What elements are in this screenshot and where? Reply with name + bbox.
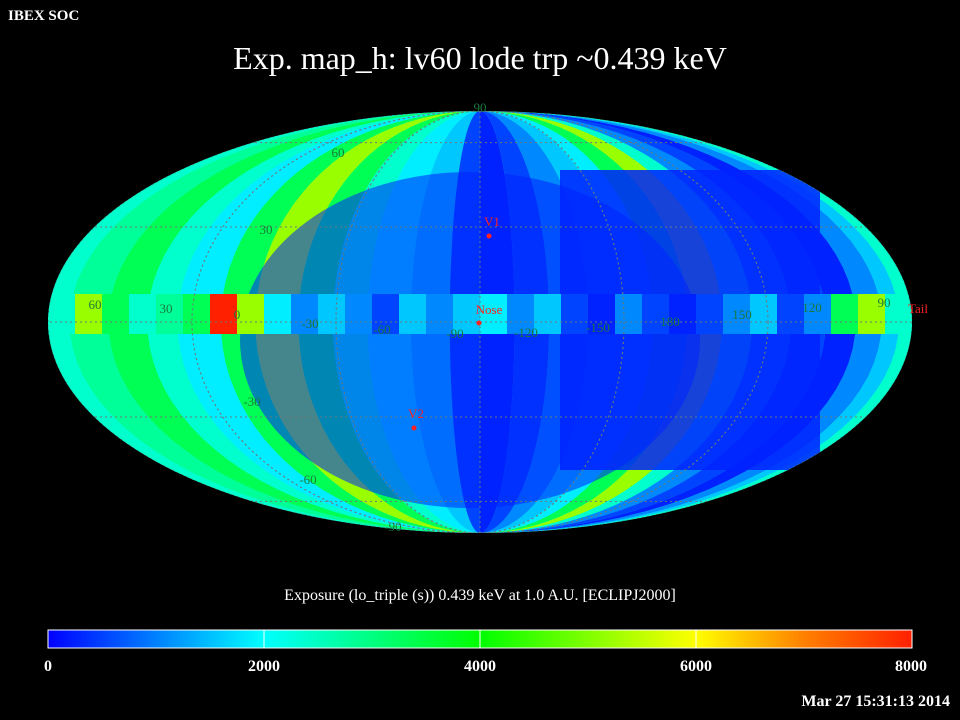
equator-cell-23 (669, 294, 697, 334)
lat-label: -30 (243, 394, 260, 409)
meridian-5 (191, 111, 769, 533)
lat-label: -60 (299, 472, 316, 487)
equator-cell-24 (696, 294, 724, 334)
equator-cell-31 (885, 294, 912, 334)
equator-cell-12 (372, 294, 400, 334)
marker-label-tail: Tail (908, 301, 928, 316)
lon-label: -120 (514, 325, 538, 340)
lon-label: 120 (802, 300, 822, 315)
colorbar-tick-marks (47, 630, 913, 648)
lat-label: 90 (474, 100, 487, 115)
marker-dot-v2 (411, 425, 417, 431)
equator-cell-1 (75, 294, 103, 334)
colorbar-tick-2000: 2000 (248, 658, 280, 675)
equator-cell-21 (615, 294, 643, 334)
equator-cell-8 (264, 294, 292, 334)
equator-cell-28 (804, 294, 832, 334)
colorbar-title: Exposure (lo_triple (s)) 0.439 keV at 1.… (284, 587, 676, 604)
timestamp: Mar 27 15:31:13 2014 (801, 693, 950, 710)
latitude-labels: 90 60 30 -30 -60 -90 (243, 100, 486, 534)
equator-cell-11 (345, 294, 373, 334)
marker-label-v1: V1 (484, 214, 500, 229)
equator-cell-18 (534, 294, 562, 334)
marker-label-v2: V2 (408, 406, 424, 421)
colorbar-tick-0: 0 (44, 658, 52, 675)
lon-label: -150 (586, 320, 610, 335)
lon-label: 180 (660, 314, 680, 329)
equator-cell-14 (426, 294, 454, 334)
equator-cell-0 (48, 294, 76, 334)
lon-label: 0 (234, 307, 241, 322)
equator-cell-3 (129, 294, 157, 334)
marker-dot-nose (476, 320, 482, 326)
source-label: IBEX SOC (8, 8, 80, 24)
equator-cell-20 (588, 294, 616, 334)
equator-cell-26 (750, 294, 778, 334)
equator-cell-15 (453, 294, 481, 334)
equator-cell-9 (291, 294, 319, 334)
meridian-4 (335, 111, 625, 533)
equator-cell-6 (210, 294, 238, 334)
map-title: Exp. map_h: lv60 lode trp ~0.439 keV (233, 40, 727, 76)
colorbar-tick-8000: 8000 (895, 658, 927, 675)
equator-cell-16 (480, 294, 508, 334)
marker-dot-v1 (486, 233, 492, 239)
equator-strip (48, 294, 912, 334)
equator-cell-4 (156, 294, 184, 334)
equator-cell-25 (723, 294, 751, 334)
lon-label: 60 (89, 297, 102, 312)
lat-label: 60 (332, 145, 345, 160)
equator-cell-27 (777, 294, 805, 334)
longitude-labels: 60 30 0 -30 -60 -90 -120 -150 180 150 120 90 (89, 295, 891, 341)
equator-cell-22 (642, 294, 670, 334)
equator-cell-5 (183, 294, 211, 334)
lon-label: 90 (878, 295, 891, 310)
equator-cell-19 (561, 294, 589, 334)
lat-label: -90 (384, 519, 401, 534)
equator-cell-10 (318, 294, 346, 334)
marker-label-nose: Nose (476, 302, 503, 317)
map-markers: V1 Nose V2 Tail (408, 214, 928, 431)
lon-label: 30 (160, 301, 173, 316)
lat-label: 30 (260, 222, 273, 237)
lon-label: -60 (373, 322, 390, 337)
lon-label: 150 (732, 307, 752, 322)
equator-cell-2 (102, 294, 130, 334)
exposure-band-4 (177, 111, 480, 533)
equator-cell-29 (831, 294, 859, 334)
equator-cell-7 (237, 294, 265, 334)
colorbar-tick-4000: 4000 (464, 658, 496, 675)
colorbar-tick-6000: 6000 (680, 658, 712, 675)
equator-cell-17 (507, 294, 535, 334)
lon-label: -90 (446, 326, 463, 341)
lon-label: -30 (301, 316, 318, 331)
equator-cell-13 (399, 294, 427, 334)
equator-cell-30 (858, 294, 886, 334)
